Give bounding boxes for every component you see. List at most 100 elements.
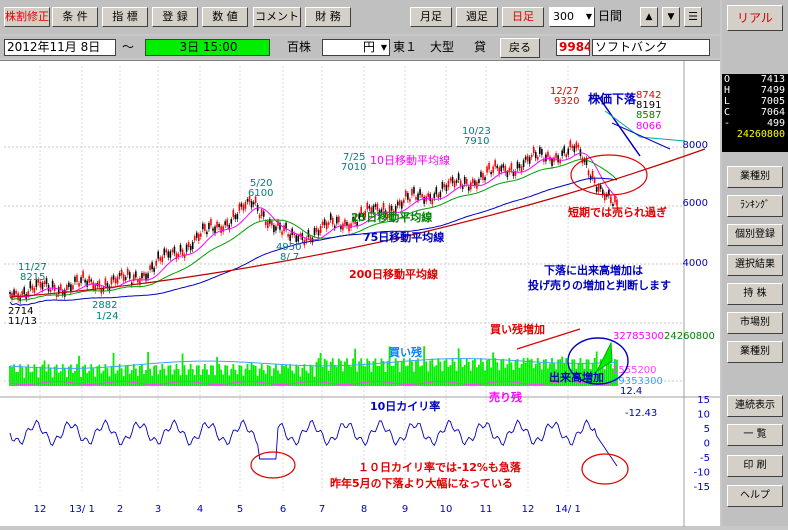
candle-body bbox=[595, 186, 598, 192]
volume-bar bbox=[315, 361, 318, 386]
candle-body bbox=[15, 290, 17, 294]
sidebar-button-5[interactable]: 市場別 bbox=[727, 312, 783, 334]
candle-body bbox=[435, 187, 438, 195]
candle-body bbox=[405, 190, 407, 197]
sidebar-button-2[interactable]: 個別登録 bbox=[727, 224, 783, 246]
volume-bar bbox=[504, 367, 507, 386]
volume-bar bbox=[171, 374, 174, 386]
candle-body bbox=[254, 196, 257, 204]
real-button[interactable]: リアル bbox=[727, 5, 783, 31]
candle-body bbox=[267, 221, 269, 229]
back-button[interactable]: 戻る bbox=[500, 38, 540, 58]
candle-body bbox=[39, 281, 42, 288]
toolbar-button-6[interactable]: 財 務 bbox=[305, 7, 351, 27]
volume-bar bbox=[323, 358, 326, 386]
candle-body bbox=[512, 171, 515, 176]
volume-bar bbox=[226, 365, 229, 386]
candle-body bbox=[417, 193, 419, 201]
volume-bar bbox=[212, 365, 214, 386]
volume-bar bbox=[258, 368, 261, 386]
stock-chart[interactable]: 8000 6000 4000 15 10 5 0 -5 -10 -15 12 13/ 1 2 3 4 5 6 7 8… bbox=[0, 61, 720, 527]
volume-bar bbox=[469, 370, 472, 386]
toolbar-button-2[interactable]: 指 標 bbox=[102, 7, 148, 27]
sidebar-button-7[interactable]: 連続表示 bbox=[727, 395, 783, 417]
candle-body bbox=[587, 170, 590, 176]
toolbar-button-3[interactable]: 登 録 bbox=[152, 7, 198, 27]
sidebar-button-1[interactable]: ﾗﾝｷﾝｸﾞ bbox=[727, 195, 783, 217]
volume-bar bbox=[149, 368, 151, 386]
month-label: 11 bbox=[480, 504, 493, 515]
volume-bar bbox=[547, 368, 549, 386]
volume-bar bbox=[597, 368, 600, 386]
volume-bar bbox=[581, 363, 584, 386]
ohlc-value: 24260800 bbox=[736, 129, 785, 140]
info-bar: 2012年11月 8日 〜 3日 15:00 百株 円 ▼ 東１ 大型 貸 戻る… bbox=[0, 36, 720, 58]
sidebar-button-10[interactable]: ヘルプ bbox=[727, 485, 783, 507]
toolbar-button-4[interactable]: 数 値 bbox=[202, 7, 248, 27]
volume-bar bbox=[402, 358, 405, 386]
date-field[interactable]: 2012年11月 8日 bbox=[4, 39, 116, 56]
sidebar-button-0[interactable]: 業種別 bbox=[727, 166, 783, 188]
toolbar-button-1[interactable]: 条 件 bbox=[52, 7, 98, 27]
price-tick: 4000 bbox=[683, 258, 708, 269]
down-arrow-button[interactable]: ▼ bbox=[662, 7, 680, 27]
candle-body bbox=[325, 222, 328, 230]
candle-body bbox=[500, 165, 503, 172]
candle-body bbox=[157, 251, 159, 259]
volume-bar bbox=[33, 364, 36, 386]
volume-bar bbox=[585, 359, 588, 386]
up-arrow-button[interactable]: ▲ bbox=[640, 7, 658, 27]
volume-bar bbox=[224, 365, 227, 386]
volume-bar bbox=[157, 374, 160, 386]
volume-bar bbox=[112, 352, 115, 386]
vol-note2: 投げ売りの増加と判断します bbox=[528, 278, 671, 292]
volume-bar bbox=[9, 366, 11, 386]
volume-bar bbox=[27, 364, 30, 386]
volume-bar bbox=[214, 375, 216, 386]
volume-bar bbox=[443, 360, 446, 386]
candle-body bbox=[88, 276, 90, 283]
volume-bar bbox=[41, 364, 44, 386]
volume-bar bbox=[404, 366, 407, 386]
ma25-line bbox=[9, 159, 618, 301]
volume-bar bbox=[551, 358, 553, 386]
volume-bar bbox=[484, 370, 486, 386]
sidebar-button-4[interactable]: 持 株 bbox=[727, 283, 783, 305]
period-button-1[interactable]: 週足 bbox=[456, 7, 498, 27]
candle-body bbox=[384, 210, 387, 216]
candle-body bbox=[204, 224, 206, 231]
toolbar-button-5[interactable]: コメント bbox=[253, 7, 301, 27]
volume-bar bbox=[565, 358, 568, 386]
label-8191: 8191 bbox=[636, 100, 661, 111]
span-select[interactable]: 300 ▼ bbox=[549, 7, 595, 27]
period-button-2[interactable]: 日足 bbox=[502, 7, 544, 27]
volume-bar bbox=[74, 370, 76, 386]
currency-select[interactable]: 円 ▼ bbox=[322, 39, 390, 56]
volume-bar bbox=[65, 377, 68, 386]
menu-button[interactable]: ☰ bbox=[684, 7, 702, 27]
volume-bar bbox=[425, 361, 428, 386]
volume-bar bbox=[496, 362, 499, 386]
sidebar-button-6[interactable]: 業種別 bbox=[727, 341, 783, 363]
candle-body bbox=[482, 172, 484, 180]
candle-body bbox=[191, 242, 194, 250]
sidebar-button-9[interactable]: 印 刷 bbox=[727, 455, 783, 477]
code-field[interactable]: 9984 bbox=[556, 39, 590, 56]
candle-body bbox=[147, 273, 149, 279]
volume-bar bbox=[248, 369, 251, 386]
volume-bar bbox=[218, 364, 220, 386]
candle-body bbox=[407, 193, 409, 200]
volume-bar bbox=[151, 375, 153, 386]
candle-body bbox=[72, 285, 74, 290]
volume-bar bbox=[210, 365, 212, 386]
candle-body bbox=[250, 201, 253, 208]
sidebar-button-3[interactable]: 選択結果 bbox=[727, 254, 783, 276]
sidebar-button-8[interactable]: 一 覧 bbox=[727, 424, 783, 446]
volume-bar bbox=[325, 360, 328, 386]
toolbar-button-0[interactable]: 株割修正 bbox=[4, 7, 50, 27]
candle-body bbox=[599, 185, 602, 189]
volume-bar bbox=[49, 367, 52, 386]
month-label: 12 bbox=[522, 504, 535, 515]
volume-bar bbox=[595, 351, 598, 386]
period-button-0[interactable]: 月足 bbox=[410, 7, 452, 27]
